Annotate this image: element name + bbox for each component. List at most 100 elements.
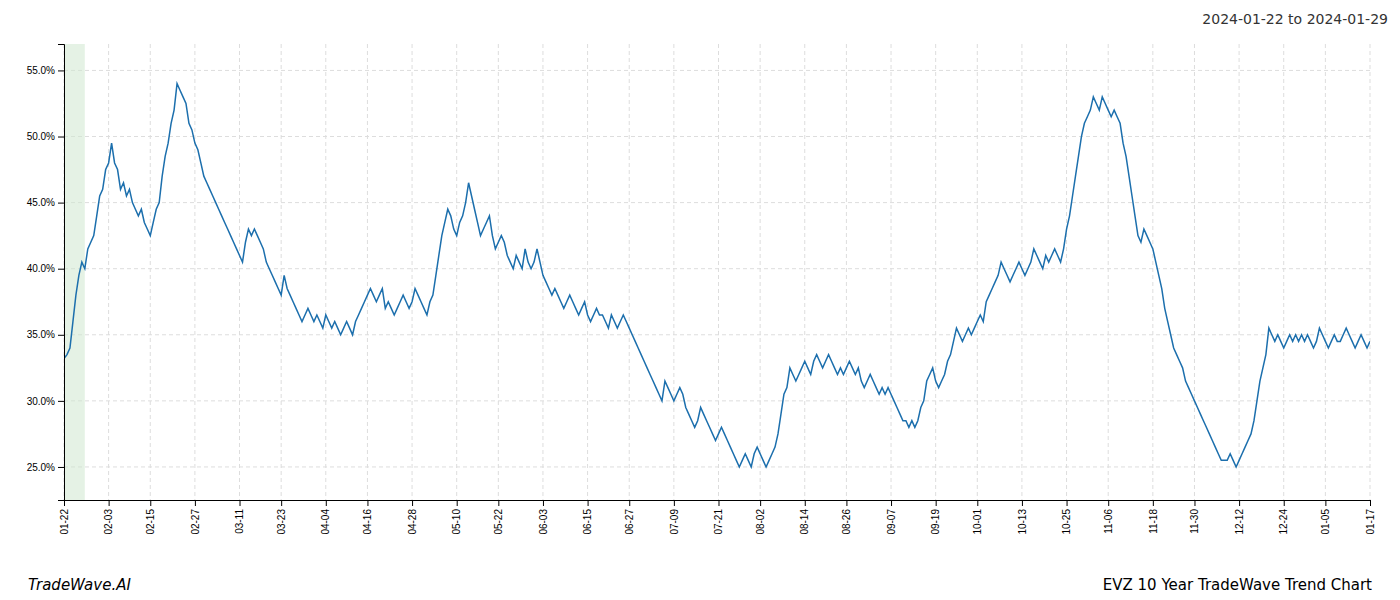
tick-mark <box>1022 500 1023 506</box>
tick-mark <box>195 500 196 506</box>
tick: 12-24 <box>1278 500 1289 535</box>
grid-line <box>673 44 674 500</box>
grid-line <box>64 136 1370 137</box>
grid-line <box>281 44 282 500</box>
tick-mark <box>718 500 719 506</box>
tick-mark <box>498 500 499 506</box>
tick-label: 02-03 <box>103 509 114 535</box>
tick-mark <box>240 500 241 506</box>
tick-mark <box>846 500 847 506</box>
plot: 25.0% 30.0% 35.0% 40.0% 45.0% 50.0% 55.0% 01-22… <box>27 44 1376 535</box>
tick-label: 04-16 <box>362 509 373 535</box>
tick-label: 05-22 <box>493 509 504 535</box>
tick-mark <box>367 500 368 506</box>
grid-line <box>587 44 588 500</box>
grid-line <box>1152 44 1153 500</box>
grid-line <box>194 44 195 500</box>
tick: 09-19 <box>930 500 941 535</box>
tick-mark <box>805 500 806 506</box>
tick-mark <box>1153 500 1154 506</box>
footer: TradeWave.AI <box>28 576 131 594</box>
tick-label: 02-15 <box>145 509 156 535</box>
tick-label: 11-18 <box>1148 509 1159 534</box>
tick: 10-01 <box>972 500 983 535</box>
grid-line <box>1194 44 1195 500</box>
tick: 04-16 <box>362 500 373 535</box>
grid-line <box>891 44 892 500</box>
tick: 04-04 <box>320 500 331 535</box>
chart: 25.0% 30.0% 35.0% 40.0% 45.0% 50.0% 55.0% 01-22… <box>0 0 1400 600</box>
tick: 01-17 <box>1365 500 1376 535</box>
tick-label: 04-04 <box>320 509 331 535</box>
grid-line <box>412 44 413 500</box>
tick: 35.0% <box>27 329 64 340</box>
axis-line <box>65 501 1371 507</box>
tick-label: 30.0% <box>27 396 55 407</box>
tick-label: 02-27 <box>190 509 201 535</box>
tick-label: 12-12 <box>1234 509 1245 535</box>
tick: 06-27 <box>624 500 635 535</box>
tick-mark <box>1325 500 1326 506</box>
x-axis: 01-2202-0302-1502-2703-1103-2304-0404-16… <box>59 500 1376 535</box>
tick-mark <box>150 500 151 506</box>
tick: 55.0% <box>27 65 64 76</box>
tick: 03-11 <box>234 500 245 534</box>
footer: EVZ 10 Year TradeWave Trend Chart <box>1103 576 1372 594</box>
tick: 08-02 <box>755 500 766 535</box>
grid-line <box>804 44 805 500</box>
tick: 07-21 <box>713 500 724 535</box>
grid <box>64 44 1370 500</box>
tick-label: 01-22 <box>59 509 70 535</box>
tick-label: 25.0% <box>27 462 55 473</box>
tick-mark <box>58 137 64 138</box>
grid-line <box>935 44 936 500</box>
tick: 04-28 <box>407 500 418 535</box>
tick-label: 09-19 <box>930 509 941 535</box>
tick: 50.0% <box>27 131 64 142</box>
tick-mark <box>543 500 544 506</box>
grid-line <box>64 466 1370 467</box>
tick-mark <box>674 500 675 506</box>
grid-line <box>846 44 847 500</box>
tick-label: 07-21 <box>713 509 724 535</box>
grid-line <box>150 44 151 500</box>
tick-mark <box>760 500 761 506</box>
tick: 40.0% <box>27 263 64 274</box>
tick-mark <box>58 335 64 336</box>
grid-line <box>1325 44 1326 500</box>
tick-label: 04-28 <box>407 509 418 535</box>
title: 2024-01-22 to 2024-01-29 <box>1202 11 1388 27</box>
tick-label: 11-30 <box>1189 509 1200 534</box>
grid-line <box>64 70 1370 71</box>
grid-line <box>108 44 109 500</box>
tick: 01-22 <box>59 500 70 535</box>
tick-mark <box>891 500 892 506</box>
tick-label: 40.0% <box>27 263 55 274</box>
tick-mark <box>58 269 64 270</box>
tick-mark <box>1284 500 1285 506</box>
tick: 11-06 <box>1103 500 1114 534</box>
tick-mark <box>629 500 630 506</box>
tick-label: 11-06 <box>1103 509 1114 534</box>
tick: 11-30 <box>1189 500 1200 534</box>
tick-label: 08-26 <box>841 509 852 535</box>
tick: 10-25 <box>1061 500 1072 535</box>
tick-label: 45.0% <box>27 197 55 208</box>
tick-label: 01-17 <box>1365 509 1376 535</box>
grid-line <box>1239 44 1240 500</box>
grid-line <box>760 44 761 500</box>
tick-label: 05-10 <box>451 509 462 535</box>
tick-label: 55.0% <box>27 65 55 76</box>
tick: 11-18 <box>1148 500 1159 534</box>
line <box>64 84 1370 467</box>
y-axis: 25.0% 30.0% 35.0% 40.0% 45.0% 50.0% 55.0% <box>27 45 65 501</box>
grid-line <box>456 44 457 500</box>
tick-mark <box>326 500 327 506</box>
tick: 02-27 <box>190 500 201 535</box>
tick-mark <box>58 203 64 204</box>
tick-mark <box>58 70 64 71</box>
grid-line <box>367 44 368 500</box>
tick-label: 06-27 <box>624 509 635 535</box>
tick-label: 35.0% <box>27 329 55 340</box>
tick: 02-03 <box>103 500 114 535</box>
